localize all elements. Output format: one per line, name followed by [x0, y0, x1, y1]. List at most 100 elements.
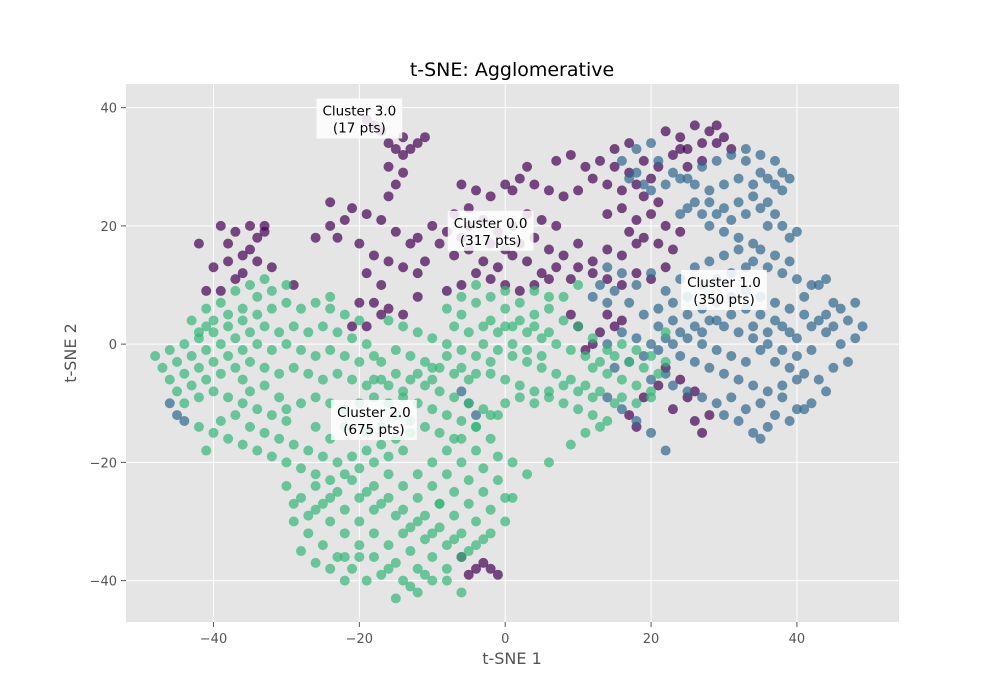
data-point: [660, 285, 671, 296]
data-point: [376, 356, 387, 367]
data-point: [383, 540, 394, 551]
data-point: [638, 362, 649, 373]
data-point: [456, 179, 467, 190]
data-point: [230, 226, 241, 237]
data-point: [784, 415, 795, 426]
data-point: [704, 256, 715, 267]
data-point: [463, 374, 474, 385]
data-point: [646, 185, 657, 196]
data-point: [631, 268, 642, 279]
data-point: [398, 575, 409, 586]
data-point: [193, 327, 204, 338]
data-point: [412, 587, 423, 598]
data-point: [456, 587, 467, 598]
data-point: [558, 191, 569, 202]
data-point: [551, 339, 562, 350]
data-point: [587, 173, 598, 184]
data-point: [631, 333, 642, 344]
data-point: [485, 410, 496, 421]
data-point: [332, 486, 343, 497]
data-point: [463, 475, 474, 486]
data-point: [427, 575, 438, 586]
data-point: [740, 209, 751, 220]
data-point: [646, 268, 657, 279]
y-tick-label: 20: [100, 220, 117, 235]
data-point: [595, 421, 606, 432]
data-point: [558, 291, 569, 302]
data-point: [551, 220, 562, 231]
data-point: [419, 534, 430, 545]
data-point: [354, 492, 365, 503]
data-point: [740, 144, 751, 155]
data-point: [770, 297, 781, 308]
data-point: [616, 185, 627, 196]
data-point: [332, 368, 343, 379]
data-point: [638, 155, 649, 166]
data-point: [770, 250, 781, 261]
data-point: [784, 173, 795, 184]
data-point: [573, 404, 584, 415]
data-point: [347, 475, 358, 486]
data-point: [580, 380, 591, 391]
data-point: [638, 232, 649, 243]
data-point: [266, 451, 277, 462]
axis-ticks: −40 −20 0 20 40 −40 −20 0 20 40: [90, 102, 806, 647]
data-point: [748, 380, 759, 391]
data-point: [762, 220, 773, 231]
data-point: [813, 280, 824, 291]
data-point: [368, 374, 379, 385]
annotation-count: (317 pts): [460, 233, 522, 249]
data-point: [646, 374, 657, 385]
data-point: [667, 339, 678, 350]
data-point: [653, 238, 664, 249]
data-point: [631, 238, 642, 249]
data-point: [616, 280, 627, 291]
data-point: [762, 421, 773, 432]
data-point: [281, 339, 292, 350]
x-axis-label: t-SNE 1: [482, 649, 542, 668]
data-point: [492, 475, 503, 486]
data-point: [733, 173, 744, 184]
data-point: [711, 120, 722, 131]
data-point: [646, 339, 657, 350]
data-point: [310, 392, 321, 403]
data-point: [667, 380, 678, 391]
data-point: [325, 345, 336, 356]
data-point: [208, 427, 219, 438]
data-point: [237, 439, 248, 450]
data-point: [507, 492, 518, 503]
data-point: [500, 321, 511, 332]
data-point: [616, 315, 627, 326]
data-point: [478, 404, 489, 415]
data-point: [368, 481, 379, 492]
data-point: [274, 327, 285, 338]
data-point: [471, 516, 482, 527]
data-point: [325, 197, 336, 208]
data-point: [471, 185, 482, 196]
data-point: [777, 185, 788, 196]
data-point: [755, 244, 766, 255]
data-point: [835, 339, 846, 350]
annotation-box: [316, 98, 403, 139]
data-point: [485, 563, 496, 574]
data-point: [733, 244, 744, 255]
data-point: [799, 309, 810, 320]
data-point: [602, 274, 613, 285]
data-point: [777, 380, 788, 391]
data-point: [718, 410, 729, 421]
data-point: [456, 362, 467, 373]
data-point: [558, 315, 569, 326]
data-point: [347, 451, 358, 462]
data-point: [325, 220, 336, 231]
data-point: [434, 427, 445, 438]
data-point: [500, 374, 511, 385]
data-point: [310, 504, 321, 515]
data-point: [828, 362, 839, 373]
data-point: [631, 167, 642, 178]
data-point: [697, 209, 708, 220]
data-point: [478, 321, 489, 332]
data-point: [398, 445, 409, 456]
data-point: [317, 540, 328, 551]
data-point: [711, 345, 722, 356]
data-point: [791, 274, 802, 285]
